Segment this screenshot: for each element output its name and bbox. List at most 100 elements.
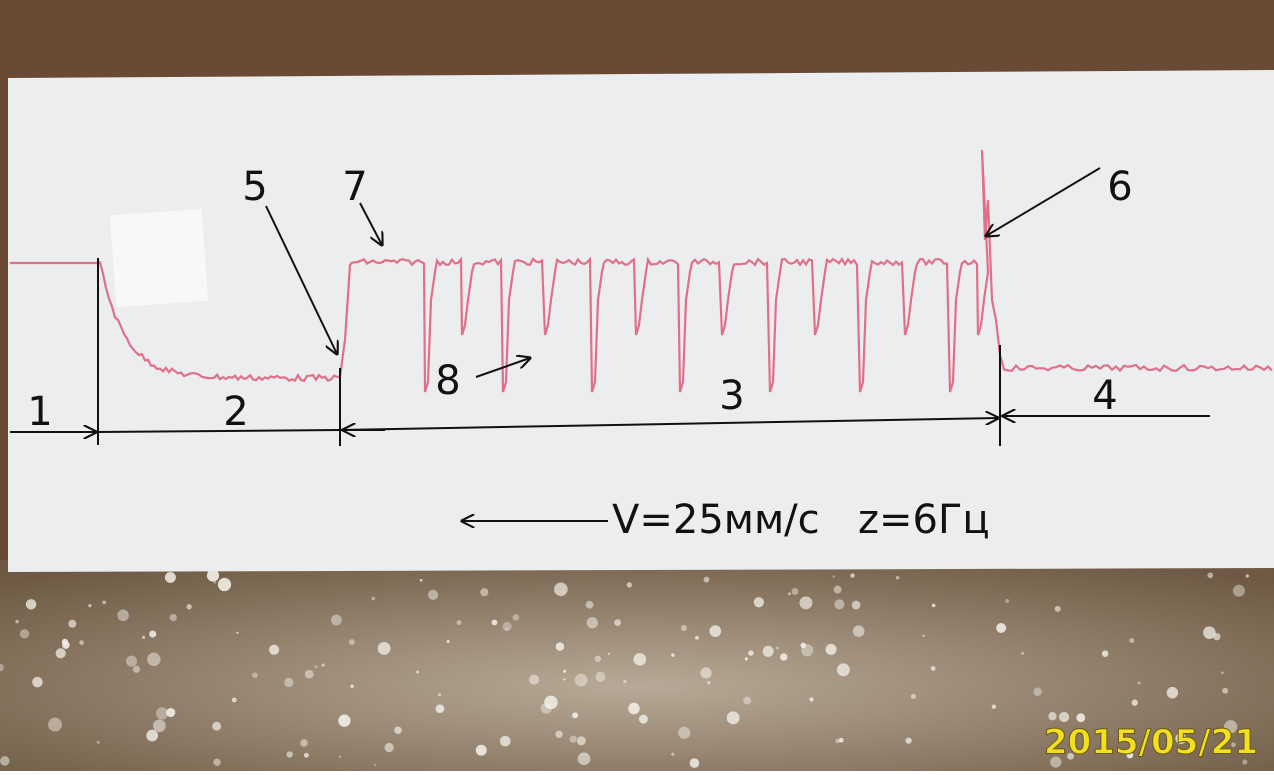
glare-spot [906, 738, 912, 744]
glare-spot [595, 672, 605, 682]
glare-spot [623, 680, 626, 683]
glare-spot [420, 579, 423, 582]
glare-spot [748, 650, 753, 655]
glare-spot [331, 615, 342, 626]
label: 1 [27, 389, 52, 435]
glare-spot [305, 670, 314, 679]
glare-spot [834, 599, 844, 609]
glare-spot [372, 597, 375, 600]
glare-spot [1222, 688, 1228, 694]
glare-spot [394, 726, 402, 734]
glare-spot [834, 586, 842, 594]
glare-spot [117, 610, 129, 622]
glare-spot [338, 715, 350, 727]
glare-spot [1048, 712, 1056, 720]
glare-spot [1132, 700, 1138, 706]
glare-spot [681, 625, 687, 631]
glare-spot [1059, 712, 1069, 722]
glare-spot [587, 617, 598, 628]
glare-spot [0, 756, 9, 765]
glare-spot [232, 698, 237, 703]
glare-spot [570, 735, 577, 742]
glare-spot [572, 712, 578, 718]
glare-spot [492, 620, 498, 626]
glare-spot [614, 619, 621, 626]
glare-spot [833, 575, 835, 577]
glare-spot [992, 704, 996, 708]
glare-spot [922, 635, 924, 637]
glare-spot [349, 639, 355, 645]
glare-spot [187, 604, 192, 609]
photo: 1 2 3 4 5 6 7 8 V=25мм/с z=6Гц 2015/05/2… [0, 0, 1274, 771]
glare-spot [700, 667, 711, 678]
glare-spot [529, 675, 539, 685]
glare-spot [853, 625, 865, 637]
glare-spot [555, 731, 562, 738]
glare-spot [304, 753, 309, 758]
glare-spot [695, 636, 699, 640]
glare-spot [102, 600, 106, 604]
glare-spot [690, 758, 700, 768]
speed-label: V=25мм/с [612, 497, 820, 543]
glare-spot [1129, 638, 1134, 643]
glare-spot [850, 573, 854, 577]
glare-spot [1246, 574, 1249, 577]
glare-spot [97, 741, 100, 744]
glare-spot [166, 708, 175, 717]
glare-spot [639, 715, 648, 724]
glare-spot [146, 730, 158, 742]
glare-spot [1207, 572, 1213, 578]
glare-spot [1203, 626, 1216, 639]
glare-spot [1233, 585, 1245, 597]
glare-spot [1102, 650, 1109, 657]
glare-spot [1221, 672, 1223, 674]
glare-spot [627, 582, 632, 587]
label: 7 [342, 164, 367, 210]
glare-spot [374, 764, 376, 766]
glare-spot [704, 577, 710, 583]
glare-spot [212, 722, 221, 731]
glare-spot [563, 670, 566, 673]
glare-spot [595, 655, 602, 662]
glare-spot [142, 636, 145, 639]
glare-spot [801, 644, 813, 656]
glare-spot [826, 644, 837, 655]
glare-spot [213, 759, 220, 766]
glare-spot [62, 639, 68, 645]
glare-spot [809, 697, 813, 701]
glare-spot [1167, 687, 1178, 698]
glare-spot [578, 752, 591, 765]
glare-spot [438, 693, 441, 696]
label: 3 [719, 373, 744, 419]
glare-spot [678, 727, 690, 739]
glare-spot [727, 711, 740, 724]
glare-spot [68, 620, 76, 628]
glare-spot [503, 622, 512, 631]
glare-spot [671, 753, 674, 756]
frequency-label: z=6Гц [858, 497, 990, 543]
glare-spot [476, 745, 487, 756]
glare-spot [153, 719, 166, 732]
glare-spot [218, 578, 231, 591]
glare-spot [378, 642, 391, 655]
glare-spot [792, 588, 799, 595]
glare-spot [634, 653, 647, 666]
glare-spot [56, 648, 66, 658]
glare-spot [269, 645, 279, 655]
glare-spot [480, 588, 488, 596]
glare-spot [745, 657, 748, 660]
glare-spot [79, 640, 84, 645]
glare-spot [541, 703, 552, 714]
glare-spot [1055, 606, 1061, 612]
glare-spot [236, 632, 238, 634]
glare-spot [88, 604, 91, 607]
glare-spot [671, 653, 674, 656]
glare-spot [575, 674, 588, 687]
glare-spot [1021, 652, 1024, 655]
glare-spot [608, 653, 610, 655]
glare-spot [852, 601, 861, 610]
glare-spot [586, 601, 594, 609]
glare-spot [15, 620, 18, 623]
glare-spot [1138, 681, 1141, 684]
glare-spot [743, 697, 751, 705]
